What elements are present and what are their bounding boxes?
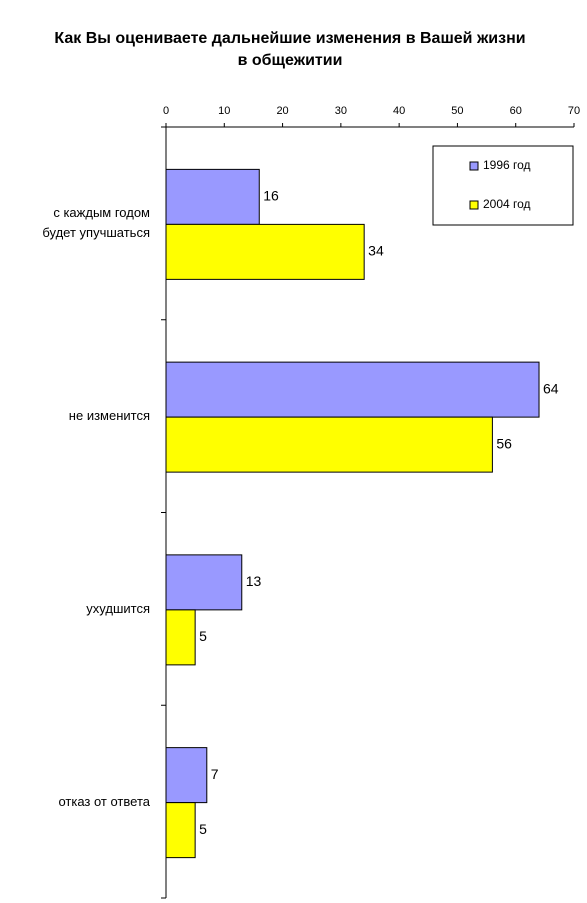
legend-label: 2004 год (483, 197, 531, 211)
legend-swatch (469, 200, 479, 210)
bar (165, 554, 243, 611)
y-tick-label: отказ от ответа (58, 793, 150, 809)
value-label: 5 (199, 821, 207, 837)
value-label: 34 (368, 243, 384, 259)
bar (165, 416, 493, 473)
x-tick-label: 60 (510, 105, 522, 117)
legend-box (432, 145, 574, 226)
x-tick-label: 40 (393, 105, 405, 117)
x-tick-label: 10 (218, 105, 230, 117)
legend-swatch (469, 161, 479, 171)
x-tick-label: 30 (335, 105, 347, 117)
value-label: 7 (211, 766, 219, 782)
y-tick-label: ухудшится (86, 600, 150, 616)
x-tick-label: 70 (568, 105, 580, 117)
value-label: 13 (246, 573, 262, 589)
bar (165, 747, 208, 804)
x-tick-label: 20 (276, 105, 288, 117)
value-label: 56 (496, 435, 512, 451)
bar (165, 168, 260, 225)
value-label: 16 (263, 188, 279, 204)
value-label: 64 (543, 380, 559, 396)
bar (165, 361, 540, 418)
y-tick-label: не изменится (68, 408, 150, 424)
x-tick-label: 0 (163, 105, 169, 117)
chart-title: Как Вы оцениваете дальнейшие изменения в… (54, 30, 526, 69)
bar (165, 223, 365, 280)
bar (165, 609, 196, 666)
legend-label: 1996 год (483, 158, 531, 172)
bar (165, 802, 196, 859)
x-tick-label: 50 (451, 105, 463, 117)
y-tick-label: с каждым годом будет упучшаться (42, 205, 150, 241)
value-label: 5 (199, 628, 207, 644)
